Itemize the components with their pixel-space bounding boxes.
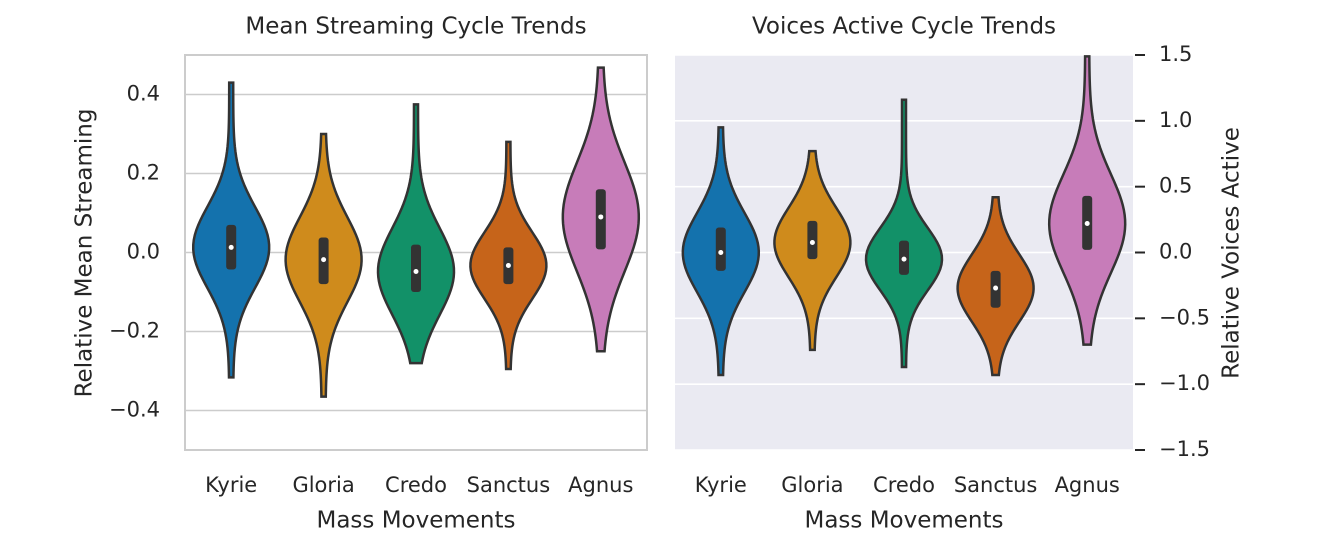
y-tick-label: 0.0 (127, 240, 160, 264)
median-dot (228, 244, 234, 250)
median-dot (1084, 221, 1090, 227)
median-dot (993, 285, 999, 291)
violin-body (376, 103, 456, 365)
y-tick-label: 1.5 (1159, 42, 1192, 66)
x-tick-label: Agnus (1055, 473, 1120, 497)
x-tick-label: Sanctus (467, 473, 551, 497)
violin-box (411, 244, 421, 292)
x-tick-label: Gloria (292, 473, 354, 497)
y-tick-label: −0.4 (109, 398, 160, 422)
violin-body (864, 98, 944, 369)
y-tick-label: −0.5 (1159, 305, 1210, 329)
chart-title: Voices Active Cycle Trends (752, 14, 1056, 40)
x-tick-label: Gloria (781, 473, 843, 497)
y-tick-label: −1.5 (1159, 437, 1210, 461)
y-axis-title: Relative Voices Active (1219, 127, 1245, 379)
median-dot (505, 263, 511, 269)
y-tick-label: 0.4 (127, 82, 160, 106)
median-dot (901, 256, 907, 262)
median-dot (413, 268, 419, 274)
y-tick-label: −0.2 (109, 319, 160, 343)
y-tick-label: 0.2 (127, 161, 160, 185)
y-tick-label: 1.0 (1159, 108, 1192, 132)
x-axis-title: Mass Movements (804, 508, 1003, 534)
violin-box (807, 220, 818, 260)
x-tick-label: Credo (385, 473, 447, 497)
x-tick-label: Agnus (568, 473, 633, 497)
x-tick-label: Kyrie (205, 473, 257, 497)
y-tick-label: 0.5 (1159, 174, 1192, 198)
violin-box (715, 227, 726, 271)
median-dot (598, 214, 604, 220)
x-tick-label: Credo (873, 473, 935, 497)
y-tick-label: 0.0 (1159, 240, 1192, 264)
median-dot (718, 250, 724, 255)
x-tick-label: Kyrie (695, 473, 747, 497)
x-tick-label: Sanctus (954, 473, 1038, 497)
median-dot (321, 257, 327, 263)
y-tick-label: −1.0 (1159, 371, 1210, 395)
x-axis-title: Mass Movements (316, 508, 515, 534)
median-dot (809, 239, 815, 245)
y-axis-title: Relative Mean Streaming (72, 109, 98, 398)
chart-title: Mean Streaming Cycle Trends (245, 14, 586, 40)
